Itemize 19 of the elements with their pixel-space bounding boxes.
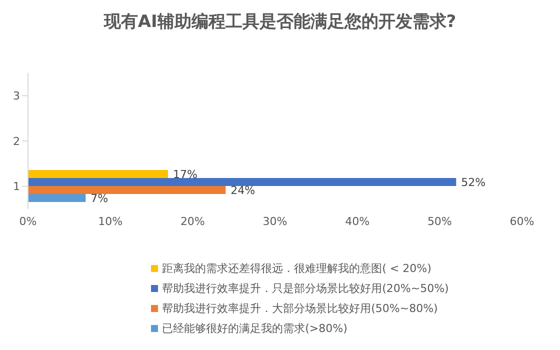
x-tick-label: 0% bbox=[19, 214, 37, 228]
legend-label: 已经能够很好的满足我的需求(>80%) bbox=[161, 321, 348, 337]
legend-label: 距离我的需求还差得很远．很难理解我的意图( < 20%) bbox=[161, 261, 432, 277]
y-tick-label: 3 bbox=[13, 90, 20, 103]
legend-label: 帮助我进行效率提升．只是部分场景比较好用(20%~50%) bbox=[161, 281, 449, 297]
legend-label: 帮助我进行效率提升．大部分场景比较好用(50%~80%) bbox=[161, 301, 439, 317]
data-label: 17% bbox=[172, 168, 198, 181]
x-tick-label: 50% bbox=[427, 214, 452, 228]
x-tick-label: 60% bbox=[510, 214, 534, 228]
y-tick-label: 1 bbox=[13, 180, 20, 194]
data-label: 24% bbox=[230, 184, 256, 197]
x-tick-label: 20% bbox=[180, 214, 205, 228]
x-tick-label: 40% bbox=[345, 214, 370, 228]
y-tick-label: 2 bbox=[13, 134, 20, 148]
x-tick-label: 30% bbox=[262, 214, 288, 228]
data-label: 7% bbox=[90, 192, 108, 205]
data-label: 52% bbox=[461, 176, 486, 189]
x-tick-label: 10% bbox=[98, 214, 123, 228]
chart-title: 现有AI辅助编程工具是否能满足您的开发需求? bbox=[102, 11, 458, 33]
